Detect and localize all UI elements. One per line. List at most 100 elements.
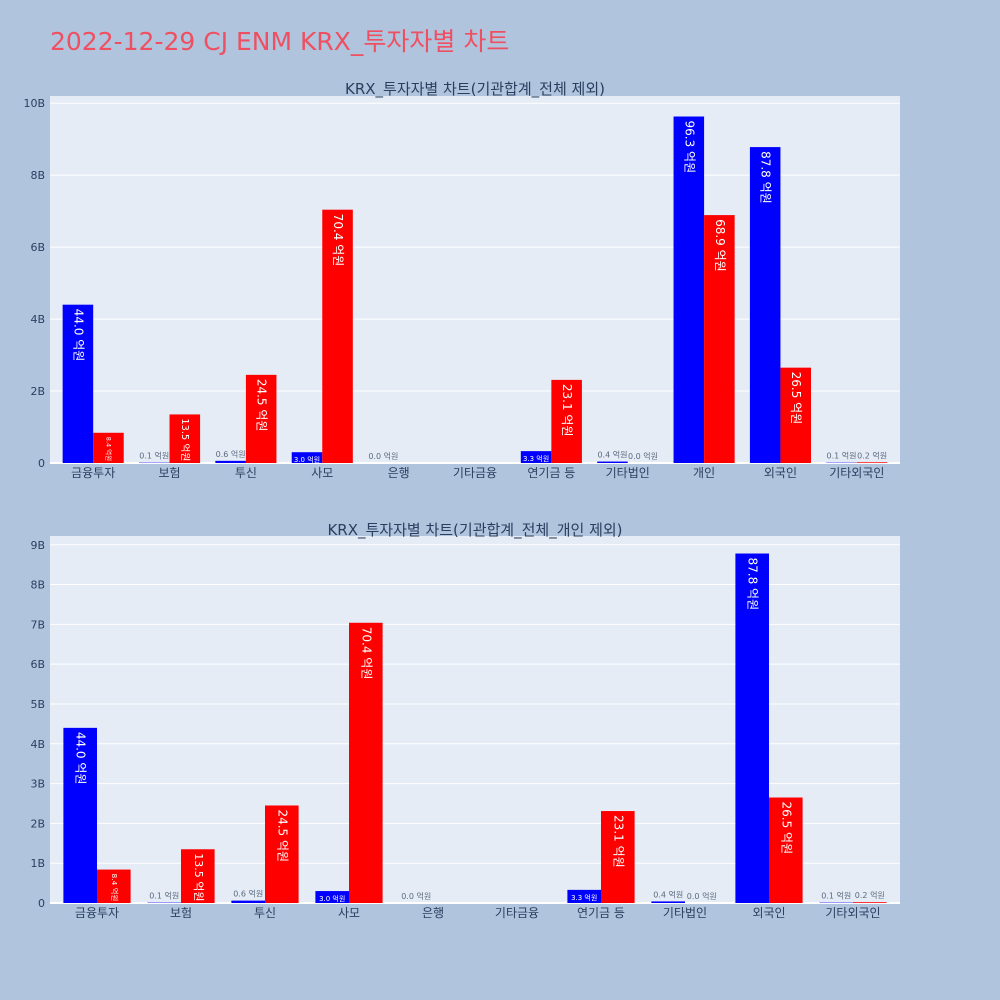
bar <box>63 727 97 903</box>
bar <box>215 460 246 463</box>
x-tick-label: 기타법인 <box>663 906 707 920</box>
bar <box>853 902 887 903</box>
bar <box>169 414 201 463</box>
data-label: 0.4 억원 <box>597 450 627 460</box>
data-label: 0.0 억원 <box>368 451 398 461</box>
chart-1: 0 2B 4B 6B 8B 10B KRX_투자자별 차트(기관합계_전체 제외) 금융투자 4… <box>23 80 900 480</box>
bar <box>62 304 94 463</box>
data-label: 0.2 억원 <box>855 890 885 900</box>
y-tick-label: 5B <box>30 698 45 711</box>
y-tick-label: 4B <box>30 313 45 326</box>
bar <box>181 849 215 903</box>
bar <box>315 891 349 903</box>
y-tick-label: 0 <box>38 897 45 910</box>
data-label: 87.8 억원 <box>746 558 760 611</box>
x-tick-label: 사모 <box>311 466 333 480</box>
x-tick-label: 외국인 <box>764 466 797 480</box>
bar <box>601 811 635 903</box>
bar <box>231 900 265 903</box>
y-tick-label: 10B <box>23 97 45 110</box>
data-label: 13.5 억원 <box>192 853 205 901</box>
data-label: 8.4 억원 <box>104 437 113 461</box>
bar <box>551 379 582 463</box>
data-label: 0.4 억원 <box>653 889 683 899</box>
bar <box>97 869 131 903</box>
x-tick-label: 개인 <box>693 466 715 480</box>
data-label: 3.0 억원 <box>319 894 345 903</box>
data-label: 26.5 억원 <box>789 372 803 425</box>
data-label: 44.0 억원 <box>74 732 88 785</box>
y-tick-label: 6B <box>30 658 45 671</box>
data-label: 3.3 억원 <box>571 893 597 902</box>
data-label: 3.0 억원 <box>294 455 320 464</box>
x-tick-label: 은행 <box>422 905 444 920</box>
x-tick-label: 기타금융 <box>495 906 539 920</box>
data-label: 70.4 억원 <box>359 627 373 680</box>
x-tick-label: 외국인 <box>752 906 785 920</box>
bar <box>93 432 124 463</box>
bar <box>769 797 803 903</box>
bar <box>291 452 323 463</box>
chart-title: KRX_투자자별 차트(기관합계_전체_개인 제외) <box>327 521 622 540</box>
chart-title: KRX_투자자별 차트(기관합계_전체 제외) <box>345 80 605 99</box>
y-tick-label: 1B <box>30 857 45 870</box>
bar <box>520 451 552 463</box>
data-label: 0.1 억원 <box>827 451 857 461</box>
y-tick-label: 2B <box>30 817 45 830</box>
data-label: 24.5 억원 <box>275 809 289 862</box>
data-label: 0.0 억원 <box>401 891 431 901</box>
x-tick-label: 금융투자 <box>75 906 119 920</box>
x-tick-label: 연기금 등 <box>527 466 575 480</box>
y-tick-label: 8B <box>30 169 45 182</box>
x-tick-label: 투신 <box>254 906 276 920</box>
y-tick-label: 6B <box>30 241 45 254</box>
y-tick-label: 9B <box>30 539 45 552</box>
bar <box>349 622 383 903</box>
y-tick-label: 8B <box>30 579 45 592</box>
x-tick-label: 보험 <box>170 906 192 920</box>
data-label: 0.1 억원 <box>139 451 169 461</box>
data-label: 70.4 억원 <box>331 214 345 267</box>
data-label: 0.6 억원 <box>216 449 246 459</box>
data-label: 23.1 억원 <box>611 815 625 868</box>
bar <box>597 461 628 463</box>
data-label: 0.0 억원 <box>628 451 658 461</box>
data-label: 26.5 억원 <box>779 802 793 855</box>
bar <box>567 889 601 903</box>
x-tick-label: 투신 <box>235 466 257 480</box>
data-label: 68.9 억원 <box>713 219 727 272</box>
page-title: 2022-12-29 CJ ENM KRX_투자자별 차트 <box>50 27 510 56</box>
x-tick-label: 보험 <box>158 466 180 480</box>
data-label: 0.1 억원 <box>149 891 179 901</box>
data-label: 0.2 억원 <box>857 450 887 460</box>
bar <box>245 374 277 463</box>
y-tick-label: 0 <box>38 457 45 470</box>
x-tick-label: 금융투자 <box>71 466 115 480</box>
data-label: 96.3 억원 <box>682 121 696 174</box>
bar <box>856 462 888 463</box>
y-tick-label: 3B <box>30 778 45 791</box>
bar <box>749 147 781 463</box>
bar <box>735 553 769 903</box>
data-label: 0.0 억원 <box>687 891 717 901</box>
y-tick-label: 7B <box>30 618 45 631</box>
data-label: 8.4 억원 <box>110 874 119 902</box>
x-tick-label: 기타금융 <box>453 466 497 480</box>
data-label: 24.5 억원 <box>255 379 269 432</box>
x-tick-label: 기타외국인 <box>829 466 884 480</box>
y-tick-label: 2B <box>30 385 45 398</box>
chart-2: 0 1B 2B 3B 4B 5B 6B 7B 8B 9B KRX_투자자별 차트(기관합계_전체_개… <box>30 521 900 920</box>
x-tick-label: 연기금 등 <box>577 906 625 920</box>
bar <box>651 901 685 903</box>
bar <box>780 367 811 463</box>
bar <box>322 209 353 463</box>
data-label: 23.1 억원 <box>560 384 574 437</box>
data-label: 3.3 억원 <box>523 454 549 463</box>
bar <box>265 805 299 903</box>
data-label: 87.8 억원 <box>759 151 773 204</box>
data-label: 13.5 억원 <box>179 418 191 461</box>
bar <box>673 116 705 464</box>
y-tick-label: 4B <box>30 738 45 751</box>
x-tick-label: 사모 <box>338 906 360 920</box>
